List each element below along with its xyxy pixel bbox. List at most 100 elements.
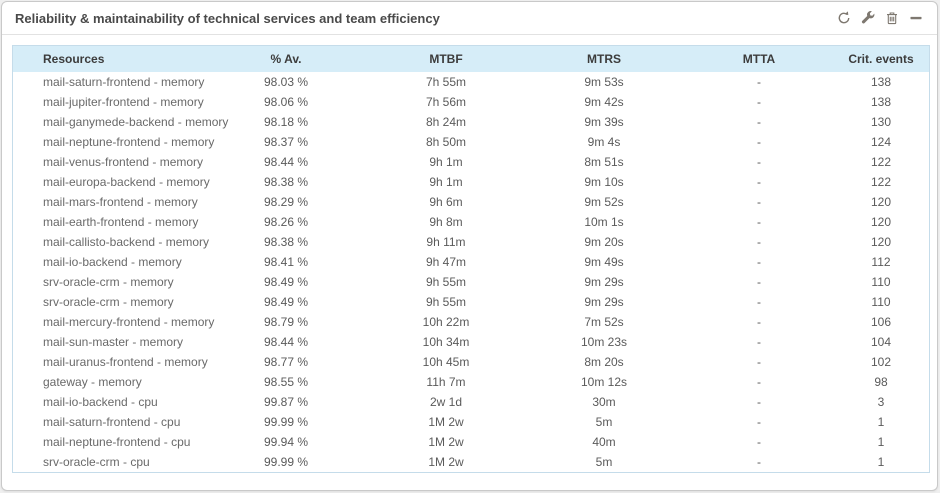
- resource-name[interactable]: mail-sun-master - memory: [43, 335, 184, 349]
- mtrs-value: 9m 42s: [584, 95, 624, 109]
- availability-value: 98.79 %: [263, 315, 309, 329]
- mtta-value: -: [757, 275, 761, 289]
- column-header-crit-events[interactable]: Crit. events: [848, 52, 914, 66]
- mtbf-value: 10h 45m: [422, 355, 470, 369]
- reliability-table: Resources % Av. MTBF MTRS MTTA Crit. eve…: [12, 45, 930, 473]
- mtbf-value: 8h 50m: [425, 135, 467, 149]
- resource-name[interactable]: mail-jupiter-frontend - memory: [43, 95, 204, 109]
- mtta-value: -: [757, 435, 761, 449]
- resource-name[interactable]: mail-uranus-frontend - memory: [43, 355, 208, 369]
- mtrs-value: 9m 10s: [584, 175, 624, 189]
- mtrs-value: 10m 23s: [580, 335, 628, 349]
- table-row[interactable]: srv-oracle-crm - memory 98.49 % 9h 55m 9…: [13, 272, 929, 292]
- table-header-row: Resources % Av. MTBF MTRS MTTA Crit. eve…: [13, 46, 929, 72]
- crit-events-value: 138: [870, 75, 892, 89]
- column-header-mtrs[interactable]: MTRS: [587, 52, 621, 66]
- availability-value: 99.99 %: [263, 455, 309, 469]
- mtbf-value: 9h 6m: [429, 195, 463, 209]
- table-row[interactable]: mail-neptune-frontend - memory 98.37 % 8…: [13, 132, 929, 152]
- availability-value: 98.03 %: [263, 75, 309, 89]
- resource-name[interactable]: srv-oracle-crm - memory: [43, 275, 174, 289]
- resource-name[interactable]: gateway - memory: [43, 375, 142, 389]
- table-row[interactable]: mail-uranus-frontend - memory 98.77 % 10…: [13, 352, 929, 372]
- resource-name[interactable]: mail-saturn-frontend - memory: [43, 75, 205, 89]
- mtta-value: -: [757, 295, 761, 309]
- mtta-value: -: [757, 135, 761, 149]
- wrench-icon[interactable]: [860, 10, 876, 26]
- mtrs-value: 8m 51s: [584, 155, 624, 169]
- mtbf-value: 11h 7m: [426, 375, 466, 389]
- column-header-mtta[interactable]: MTTA: [742, 52, 776, 66]
- table-row[interactable]: mail-europa-backend - memory 98.38 % 9h …: [13, 172, 929, 192]
- table-row[interactable]: mail-ganymede-backend - memory 98.18 % 8…: [13, 112, 929, 132]
- mtrs-value: 9m 39s: [584, 115, 624, 129]
- table-row[interactable]: mail-venus-frontend - memory 98.44 % 9h …: [13, 152, 929, 172]
- column-header-resources[interactable]: Resources: [43, 52, 105, 66]
- minimize-icon[interactable]: [908, 10, 924, 26]
- table-row[interactable]: gateway - memory 98.55 % 11h 7m 10m 12s …: [13, 372, 929, 392]
- widget-title: Reliability & maintainability of technic…: [15, 10, 440, 26]
- column-header-availability[interactable]: % Av.: [270, 52, 302, 66]
- table-row[interactable]: srv-oracle-crm - memory 98.49 % 9h 55m 9…: [13, 292, 929, 312]
- availability-value: 98.44 %: [263, 335, 309, 349]
- mtrs-value: 9m 29s: [584, 275, 624, 289]
- availability-value: 99.99 %: [263, 415, 309, 429]
- table-row[interactable]: mail-saturn-frontend - cpu 99.99 % 1M 2w…: [13, 412, 929, 432]
- table-row[interactable]: mail-callisto-backend - memory 98.38 % 9…: [13, 232, 929, 252]
- table-row[interactable]: mail-neptune-frontend - cpu 99.94 % 1M 2…: [13, 432, 929, 452]
- mtrs-value: 7m 52s: [584, 315, 624, 329]
- resource-name[interactable]: srv-oracle-crm - memory: [43, 295, 174, 309]
- mtta-value: -: [757, 115, 761, 129]
- widget-toolbar: [836, 10, 924, 26]
- crit-events-value: 122: [870, 155, 892, 169]
- mtrs-value: 10m 12s: [580, 375, 628, 389]
- resource-name[interactable]: mail-callisto-backend - memory: [43, 235, 210, 249]
- mtta-value: -: [757, 455, 761, 469]
- mtta-value: -: [757, 375, 761, 389]
- availability-value: 98.55 %: [263, 375, 309, 389]
- resource-name[interactable]: mail-ganymede-backend - memory: [43, 115, 229, 129]
- mtbf-value: 1M 2w: [428, 435, 464, 449]
- resource-name[interactable]: mail-neptune-frontend - cpu: [43, 435, 191, 449]
- mtbf-value: 9h 55m: [425, 295, 467, 309]
- resource-name[interactable]: mail-europa-backend - memory: [43, 175, 210, 189]
- resource-name[interactable]: mail-neptune-frontend - memory: [43, 135, 215, 149]
- table-row[interactable]: mail-mercury-frontend - memory 98.79 % 1…: [13, 312, 929, 332]
- trash-icon[interactable]: [884, 10, 900, 26]
- crit-events-value: 3: [877, 395, 885, 409]
- refresh-icon[interactable]: [836, 10, 852, 26]
- column-header-mtbf[interactable]: MTBF: [429, 52, 463, 66]
- resource-name[interactable]: mail-io-backend - memory: [43, 255, 182, 269]
- mtrs-value: 5m: [595, 455, 613, 469]
- resource-name[interactable]: mail-earth-frontend - memory: [43, 215, 199, 229]
- mtrs-value: 9m 53s: [584, 75, 624, 89]
- mtta-value: -: [757, 335, 761, 349]
- mtbf-value: 7h 56m: [425, 95, 467, 109]
- widget-titlebar: Reliability & maintainability of technic…: [2, 2, 937, 35]
- mtbf-value: 9h 55m: [425, 275, 467, 289]
- resource-name[interactable]: mail-mercury-frontend - memory: [43, 315, 215, 329]
- resource-name[interactable]: mail-io-backend - cpu: [43, 395, 158, 409]
- resource-name[interactable]: mail-mars-frontend - memory: [43, 195, 198, 209]
- mtta-value: -: [757, 195, 761, 209]
- table-row[interactable]: mail-io-backend - cpu 99.87 % 2w 1d 30m …: [13, 392, 929, 412]
- resource-name[interactable]: srv-oracle-crm - cpu: [43, 455, 150, 469]
- availability-value: 98.37 %: [263, 135, 309, 149]
- table-row[interactable]: mail-jupiter-frontend - memory 98.06 % 7…: [13, 92, 929, 112]
- resource-name[interactable]: mail-saturn-frontend - cpu: [43, 415, 181, 429]
- table-row[interactable]: mail-sun-master - memory 98.44 % 10h 34m…: [13, 332, 929, 352]
- crit-events-value: 138: [870, 95, 892, 109]
- table-row[interactable]: srv-oracle-crm - cpu 99.99 % 1M 2w 5m - …: [13, 452, 929, 472]
- table-row[interactable]: mail-earth-frontend - memory 98.26 % 9h …: [13, 212, 929, 232]
- table-row[interactable]: mail-io-backend - memory 98.41 % 9h 47m …: [13, 252, 929, 272]
- crit-events-value: 1: [877, 435, 885, 449]
- table-row[interactable]: mail-saturn-frontend - memory 98.03 % 7h…: [13, 72, 929, 92]
- availability-value: 98.49 %: [263, 275, 309, 289]
- crit-events-value: 1: [877, 415, 885, 429]
- crit-events-value: 120: [870, 235, 892, 249]
- mtbf-value: 2w 1d: [429, 395, 463, 409]
- table-row[interactable]: mail-mars-frontend - memory 98.29 % 9h 6…: [13, 192, 929, 212]
- mtbf-value: 7h 55m: [425, 75, 467, 89]
- resource-name[interactable]: mail-venus-frontend - memory: [43, 155, 204, 169]
